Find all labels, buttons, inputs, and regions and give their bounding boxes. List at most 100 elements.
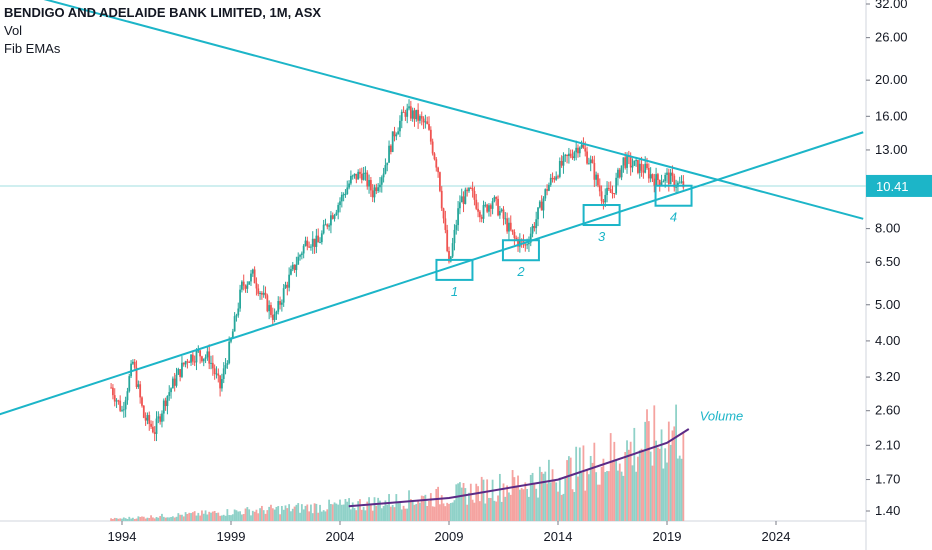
- candle-body: [161, 413, 163, 422]
- candle-body: [221, 378, 223, 389]
- candle-body: [495, 196, 498, 199]
- candle-body: [237, 308, 240, 316]
- candle-body: [658, 179, 661, 185]
- candle-body: [424, 121, 427, 123]
- volume-bar: [600, 466, 603, 521]
- candle-body: [437, 167, 439, 173]
- volume-bar: [177, 513, 180, 521]
- candle-body: [415, 109, 418, 120]
- volume-bar: [669, 444, 672, 521]
- volume-bar: [446, 502, 449, 521]
- candle-body: [406, 108, 409, 117]
- candle-body: [513, 232, 516, 238]
- candle-body: [489, 205, 492, 209]
- candle-body: [671, 172, 674, 176]
- price-tick-label: 1.40: [875, 503, 900, 518]
- volume-bar: [673, 426, 676, 521]
- volume-bar: [448, 503, 450, 521]
- candle-body: [531, 225, 534, 234]
- candle-body: [542, 198, 545, 211]
- candle-body: [322, 224, 325, 234]
- volume-bar: [184, 512, 187, 521]
- candle-body: [124, 400, 127, 410]
- candle-body: [448, 251, 450, 262]
- candle-body: [620, 165, 623, 178]
- volume-bar: [551, 469, 554, 521]
- volume-bar: [133, 519, 136, 521]
- volume-bar: [248, 509, 251, 521]
- candle-body: [270, 305, 272, 315]
- last-price-tag-label: 10.41: [876, 179, 909, 194]
- candle-body: [166, 395, 169, 407]
- volume-bar: [219, 515, 221, 521]
- volume-bar: [493, 500, 496, 521]
- volume-bar: [244, 508, 247, 521]
- volume-bar: [233, 509, 236, 521]
- volume-bar: [364, 510, 367, 521]
- volume-bar: [344, 499, 347, 521]
- candle-body: [306, 240, 309, 247]
- candle-body: [188, 361, 191, 363]
- candle-body: [580, 144, 583, 148]
- candle-body: [586, 151, 588, 164]
- candle-body: [210, 362, 212, 364]
- volume-bar: [511, 470, 514, 521]
- volume-bar: [629, 441, 632, 521]
- indicator-fib-emas[interactable]: Fib EMAs: [4, 41, 61, 56]
- candle-body: [480, 217, 483, 219]
- candle-body: [177, 369, 180, 375]
- volume-bar: [386, 504, 389, 521]
- volume-bar: [555, 482, 558, 521]
- volume-bar: [181, 514, 183, 521]
- volume-bar: [340, 504, 343, 521]
- candle-body: [128, 376, 131, 392]
- candle-body: [435, 159, 438, 168]
- candle-body: [629, 157, 632, 168]
- candle-body: [326, 224, 329, 227]
- candle-body: [577, 147, 579, 154]
- candles: [110, 99, 685, 442]
- candle-body: [359, 171, 361, 174]
- volume-bar: [657, 447, 659, 521]
- volume-bar: [640, 448, 643, 521]
- candle-body: [613, 193, 616, 195]
- candle-body: [331, 215, 334, 219]
- volume-bar: [246, 507, 249, 521]
- candle-body: [600, 191, 603, 202]
- candle-body: [122, 409, 125, 411]
- candle-body: [562, 156, 565, 166]
- volume-bar: [602, 458, 605, 521]
- volume-bar: [368, 497, 370, 521]
- symbol-title[interactable]: BENDIGO AND ADELAIDE BANK LIMITED, 1M, A…: [4, 5, 322, 20]
- candle-body: [395, 134, 398, 137]
- candle-body: [141, 397, 143, 406]
- volume-bar: [253, 511, 256, 521]
- candle-body: [657, 174, 659, 180]
- volume-bar: [319, 504, 321, 521]
- candle-body: [673, 175, 676, 188]
- candle-body: [602, 201, 605, 203]
- candle-body: [213, 368, 216, 374]
- candle-body: [598, 185, 601, 192]
- volume-bar: [151, 517, 154, 521]
- volume-bar: [566, 460, 568, 521]
- candle-body: [399, 120, 401, 132]
- candle-body: [404, 112, 407, 117]
- candle-body: [253, 269, 256, 284]
- volume-bar: [186, 513, 189, 521]
- candle-body: [446, 229, 449, 252]
- volume-bar: [139, 516, 142, 521]
- indicator-vol[interactable]: Vol: [4, 23, 23, 38]
- volume-bar: [197, 512, 200, 521]
- candle-body: [199, 350, 202, 357]
- volume-bar: [228, 515, 231, 521]
- candle-body: [573, 152, 576, 159]
- volume-bar: [300, 504, 303, 521]
- candle-body: [159, 416, 162, 422]
- volume-bar: [459, 482, 461, 521]
- volume-bar: [224, 515, 227, 521]
- candle-body: [295, 264, 298, 271]
- candle-body: [653, 178, 656, 186]
- volume-bar: [464, 488, 467, 521]
